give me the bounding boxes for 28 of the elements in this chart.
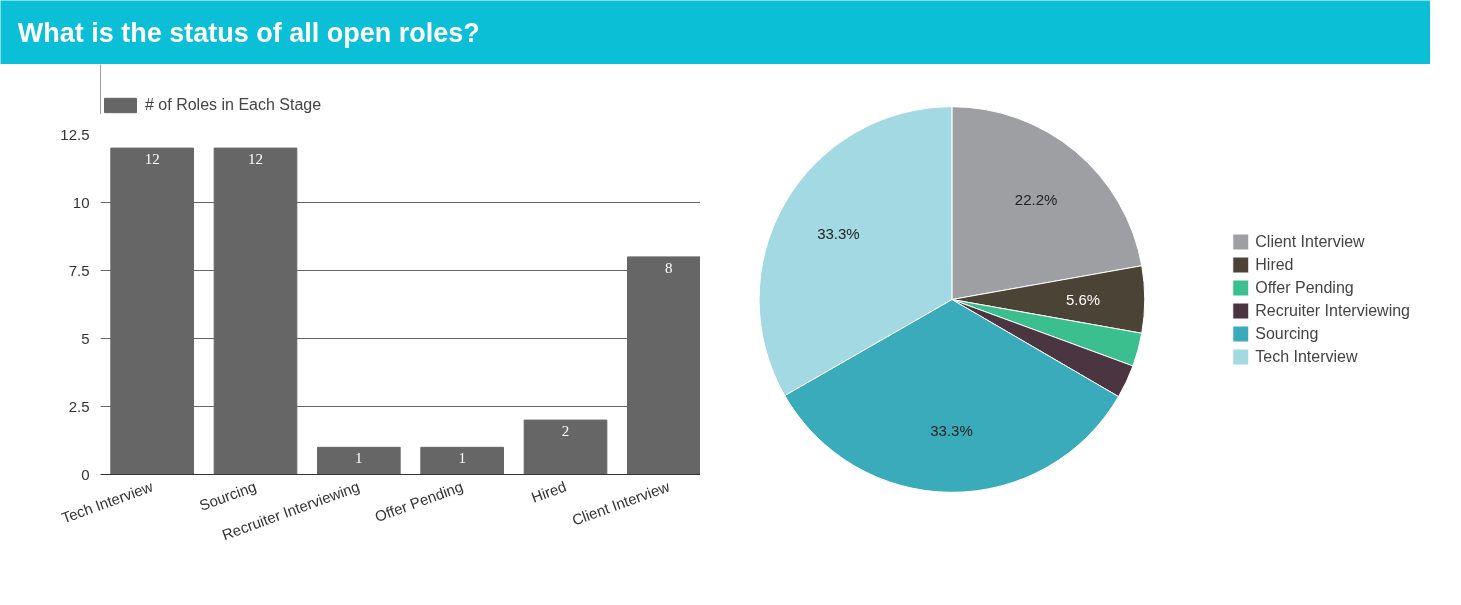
data-label: 5.6% [1065, 291, 1101, 308]
data-label: 8 [665, 259, 673, 276]
legend-label: # of Roles in Each Stage [145, 96, 322, 114]
data-label: 1 [458, 450, 466, 467]
data-label: 33.3% [817, 225, 860, 243]
legend-label: Hired [1255, 255, 1294, 274]
y-tick-label: 12.5 [60, 125, 90, 143]
data-label: 33.3% [930, 421, 973, 439]
y-tick-label: 7.5 [68, 261, 90, 279]
data-label: 22.2% [1014, 190, 1058, 208]
legend-label: Sourcing [1255, 324, 1319, 343]
data-label: 2 [561, 423, 570, 440]
legend-label: Client Interview [1255, 232, 1365, 251]
y-tick-label: 10 [72, 193, 90, 211]
y-tick-label: 0 [81, 465, 90, 483]
y-tick-label: 2.5 [68, 397, 90, 415]
data-label: 12 [248, 151, 263, 168]
bar [317, 446, 401, 475]
bar [523, 419, 608, 475]
bar [420, 446, 504, 475]
x-tick-label: Hired [528, 477, 569, 506]
data-label: 12 [144, 151, 160, 168]
legend-label: Recruiter Interviewing [1255, 301, 1410, 320]
y-tick-label: 5 [81, 329, 90, 347]
legend-label: Offer Pending [1255, 278, 1354, 297]
data-label: 1 [355, 450, 363, 467]
chart-title: What is the status of all open roles? [17, 17, 480, 48]
legend-label: Tech Interview [1255, 347, 1358, 366]
